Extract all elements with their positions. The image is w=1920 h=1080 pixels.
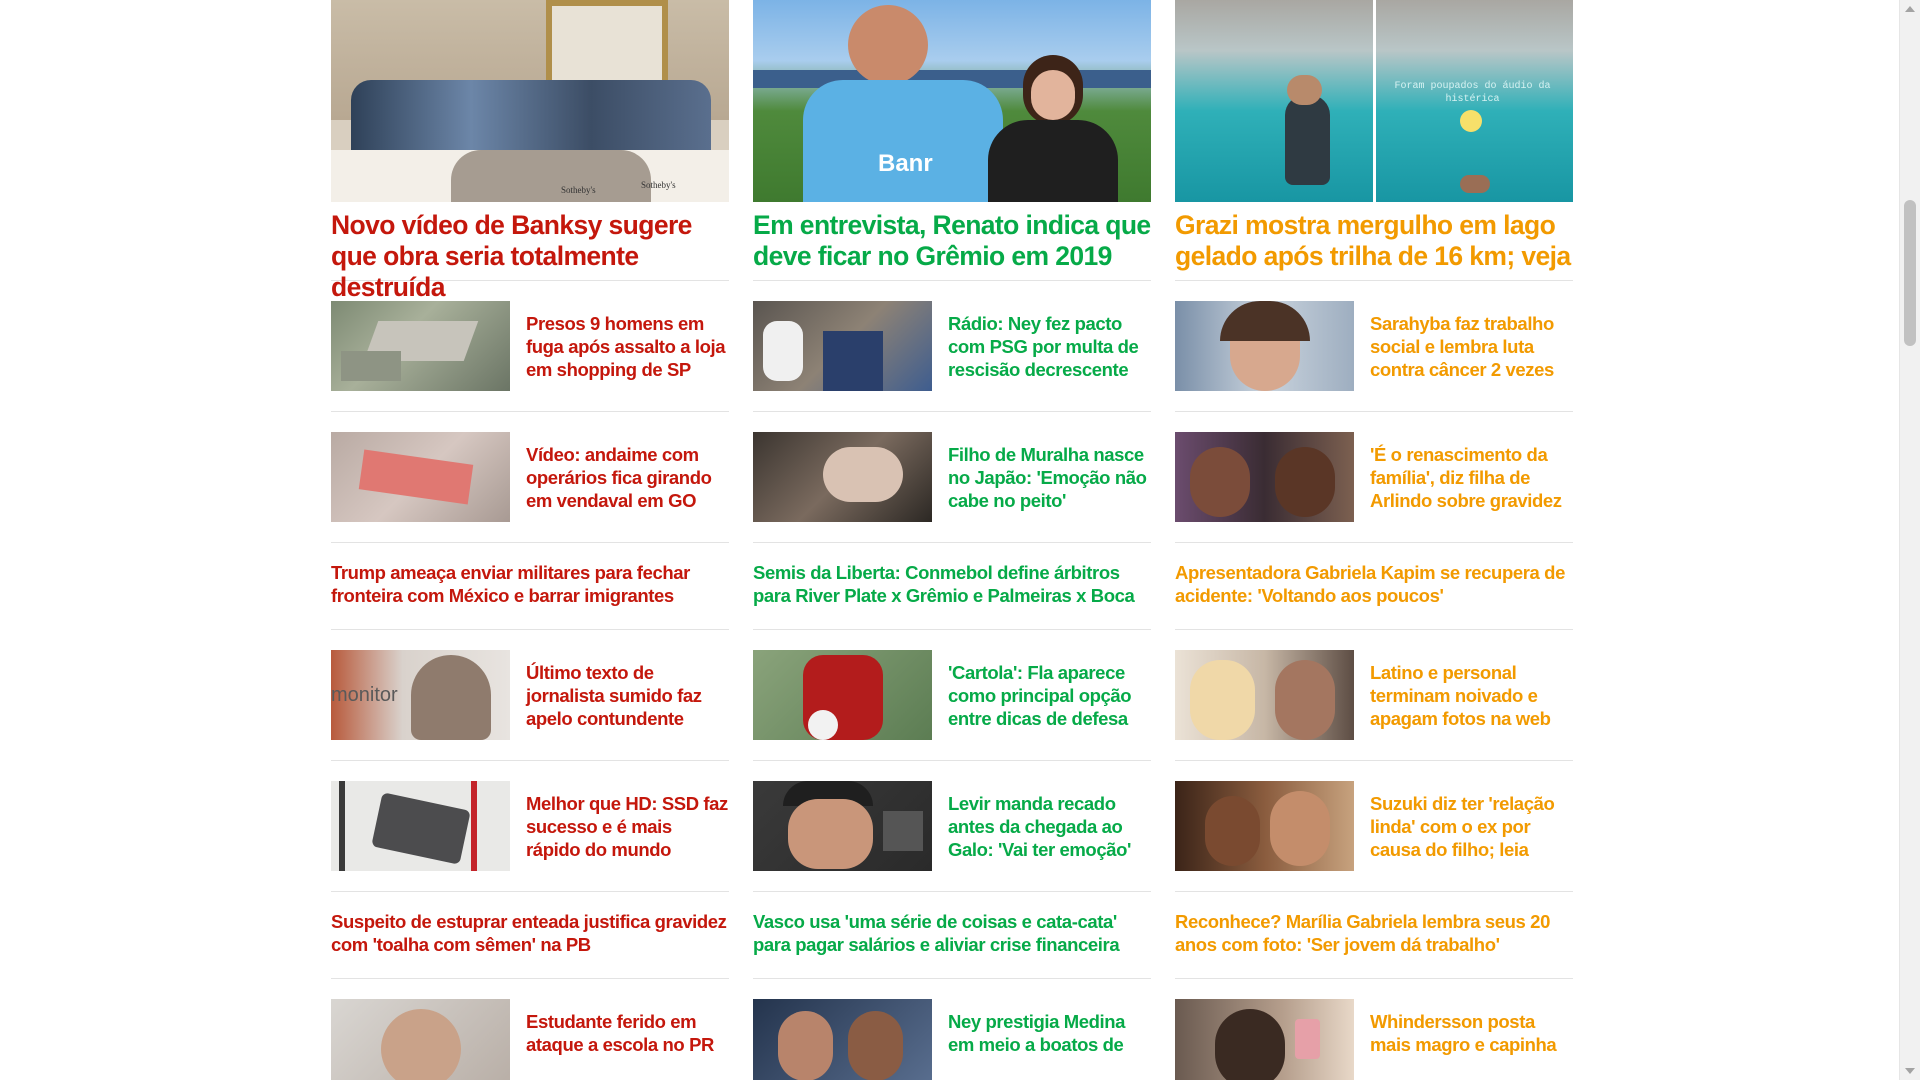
feature-image-banksy[interactable]: Sotheby's Sotheby's: [331, 0, 729, 202]
text-headline[interactable]: Reconhece? Marília Gabriela lembra seus …: [1175, 911, 1550, 955]
text-headline[interactable]: Trump ameaça enviar militares para fecha…: [331, 562, 690, 606]
list-item[interactable]: Whindersson posta mais magro e capinha: [1175, 979, 1573, 1080]
headline[interactable]: Presos 9 homens em fuga após assalto a l…: [526, 313, 726, 380]
news-thumbnail[interactable]: [1175, 432, 1354, 522]
news-thumbnail[interactable]: [331, 432, 510, 522]
column-news: Sotheby's Sotheby's Novo vídeo de Banksy…: [331, 0, 729, 1080]
feature-image-caption: Sotheby's: [561, 185, 596, 195]
news-thumbnail[interactable]: [753, 650, 932, 740]
scroll-up-icon[interactable]: [1905, 6, 1915, 12]
feature-image-caption-2: Sotheby's: [641, 180, 676, 190]
text-headline[interactable]: Semis da Liberta: Conmebol define árbitr…: [753, 562, 1135, 606]
news-thumbnail[interactable]: [753, 301, 932, 391]
headline[interactable]: Filho de Muralha nasce no Japão: 'Emoção…: [948, 444, 1147, 511]
list-item[interactable]: 'É o renascimento da família', diz filha…: [1175, 412, 1573, 542]
feature-image-grazi[interactable]: Foram poupados do áudio da histérica: [1175, 0, 1573, 202]
feature-headline[interactable]: Em entrevista, Renato indica que deve fi…: [753, 210, 1151, 271]
news-thumbnail[interactable]: [331, 781, 510, 871]
headline[interactable]: Último texto de jornalista sumido faz ap…: [526, 662, 702, 729]
list-item[interactable]: Filho de Muralha nasce no Japão: 'Emoção…: [753, 412, 1151, 542]
text-headline[interactable]: Vasco usa 'uma série de coisas e cata-ca…: [753, 911, 1120, 955]
headline[interactable]: Whindersson posta mais magro e capinha: [1370, 1011, 1557, 1055]
list-item[interactable]: Latino e personal terminam noivado e apa…: [1175, 630, 1573, 760]
news-thumbnail[interactable]: [1175, 999, 1354, 1080]
list-item[interactable]: Melhor que HD: SSD faz sucesso e é mais …: [331, 761, 729, 891]
news-thumbnail[interactable]: monitor: [331, 650, 510, 740]
feature-headline[interactable]: Novo vídeo de Banksy sugere que obra ser…: [331, 210, 692, 302]
thumbnail-caption: monitor: [331, 684, 398, 706]
news-thumbnail[interactable]: [331, 301, 510, 391]
column-entertainment: Foram poupados do áudio da histérica Gra…: [1175, 0, 1573, 1080]
list-item[interactable]: Ney prestigia Medina em meio a boatos de: [753, 979, 1151, 1080]
list-item[interactable]: monitor Último texto de jornalista sumid…: [331, 630, 729, 760]
scroll-down-icon[interactable]: [1905, 1068, 1915, 1074]
list-item[interactable]: Presos 9 homens em fuga após assalto a l…: [331, 281, 729, 411]
list-item[interactable]: Vídeo: andaime com operários fica girand…: [331, 412, 729, 542]
headline[interactable]: Ney prestigia Medina em meio a boatos de: [948, 1011, 1126, 1055]
list-item[interactable]: 'Cartola': Fla aparece como principal op…: [753, 630, 1151, 760]
headline[interactable]: Latino e personal terminam noivado e apa…: [1370, 662, 1551, 729]
list-item[interactable]: Estudante ferido em ataque a escola no P…: [331, 979, 729, 1080]
list-item[interactable]: Suzuki diz ter 'relação linda' com o ex …: [1175, 761, 1573, 891]
headline[interactable]: Suzuki diz ter 'relação linda' com o ex …: [1370, 793, 1555, 860]
headline[interactable]: Levir manda recado antes da chegada ao G…: [948, 793, 1132, 860]
list-item[interactable]: Levir manda recado antes da chegada ao G…: [753, 761, 1151, 891]
headline[interactable]: Sarahyba faz trabalho social e lembra lu…: [1370, 313, 1554, 380]
news-thumbnail[interactable]: [331, 999, 510, 1080]
news-thumbnail[interactable]: [753, 432, 932, 522]
news-thumbnail[interactable]: [753, 781, 932, 871]
scrollbar-thumb[interactable]: [1904, 200, 1916, 346]
list-item[interactable]: Sarahyba faz trabalho social e lembra lu…: [1175, 281, 1573, 411]
feature-image-renato[interactable]: Banr: [753, 0, 1151, 202]
headline[interactable]: Estudante ferido em ataque a escola no P…: [526, 1011, 714, 1055]
page-scrollbar[interactable]: [1899, 0, 1920, 1080]
headline[interactable]: 'Cartola': Fla aparece como principal op…: [948, 662, 1132, 729]
news-columns: Sotheby's Sotheby's Novo vídeo de Banksy…: [331, 0, 1573, 1080]
headline[interactable]: Rádio: Ney fez pacto com PSG por multa d…: [948, 313, 1139, 380]
headline[interactable]: Vídeo: andaime com operários fica girand…: [526, 444, 712, 511]
column-sports: Banr Em entrevista, Renato indica que de…: [753, 0, 1151, 1080]
feature-headline[interactable]: Grazi mostra mergulho em lago gelado apó…: [1175, 210, 1571, 271]
news-thumbnail[interactable]: [1175, 781, 1354, 871]
news-thumbnail[interactable]: [1175, 301, 1354, 391]
text-headline[interactable]: Apresentadora Gabriela Kapim se recupera…: [1175, 562, 1565, 606]
list-item[interactable]: Rádio: Ney fez pacto com PSG por multa d…: [753, 281, 1151, 411]
news-thumbnail[interactable]: [753, 999, 932, 1080]
headline[interactable]: Melhor que HD: SSD faz sucesso e é mais …: [526, 793, 728, 860]
text-headline[interactable]: Suspeito de estuprar enteada justifica g…: [331, 911, 727, 955]
jersey-sponsor-text: Banr: [878, 150, 933, 177]
emoji-icon: [1460, 110, 1482, 132]
headline[interactable]: 'É o renascimento da família', diz filha…: [1370, 444, 1562, 511]
news-thumbnail[interactable]: [1175, 650, 1354, 740]
feature-image-overlay-text: Foram poupados do áudio da histérica: [1394, 81, 1551, 105]
